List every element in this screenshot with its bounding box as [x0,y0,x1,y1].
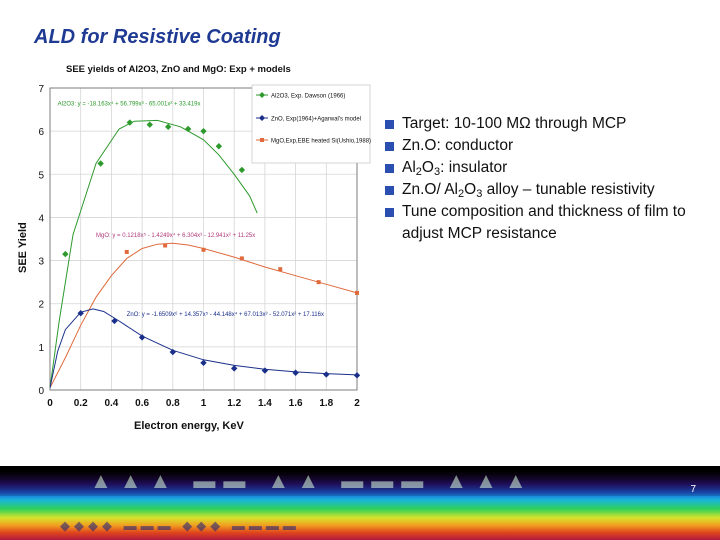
bullet-subscript: 3 [476,188,483,200]
bullet-square-icon [385,186,394,195]
legend-entry-label: Al2O3, Exp. Dawson (1966) [271,94,345,100]
bullet-text: Tune composition and thickness of film t… [402,203,686,242]
y-tick-label: 1 [38,343,44,354]
bullet-text: O [464,181,477,198]
data-point-marker [292,369,299,376]
series-1 [49,242,359,389]
equation-layer: Al2O3: y = -18.163x⁴ + 56.799x³ - 65.001… [58,100,324,318]
data-point-marker [163,243,168,248]
data-point-marker [201,247,206,252]
tick-layer: 0 1 2 3 4 5 6 7 0 0.2 0.4 0.6 0.8 1 1.2 1.4 1.6 1.8 2 [38,84,360,409]
y-tick-label: 2 [38,300,44,311]
bullet-subscript: 2 [415,166,422,178]
bullet-item: Target: 10-100 MΩ through MCP [385,113,715,135]
fit-equation-label: Al2O3: y = -18.163x⁴ + 56.799x³ - 65.001… [58,100,201,107]
data-point-marker [169,348,176,356]
data-point-marker [278,267,283,272]
slide-title: ALD for Resistive Coating [34,26,281,48]
see-yield-chart: SEE yields of Al2O3, ZnO and MgO: Exp + … [14,58,374,440]
bullet-item: Zn.O: conductor [385,135,715,157]
page-number: 7 [690,484,696,495]
series-layer [49,119,361,389]
bullet-item: Al2O3: insulator [385,157,715,179]
data-point-marker [200,127,207,135]
legend-swatch-marker [259,115,265,121]
x-tick-label: 0.6 [135,398,149,409]
bullet-item: Tune composition and thickness of film t… [385,201,715,245]
bullet-text: Zn.O/ Al [402,181,458,198]
data-point-marker [184,125,192,133]
data-point-marker [238,166,246,174]
y-tick-label: 7 [38,84,44,95]
x-tick-label: 1.4 [258,398,272,409]
bullet-square-icon [385,120,394,129]
y-tick-label: 4 [38,213,44,224]
y-tick-label: 6 [38,127,44,138]
bullet-subscript: 2 [458,188,465,200]
series-2 [49,308,361,388]
bullet-square-icon [385,164,394,173]
y-tick-label: 5 [38,170,44,181]
plot-area-frame [49,87,358,391]
legend-layer: Al2O3, Exp. Dawson (1966) ZnO, Exp(1964)+… [251,84,371,164]
x-tick-label: 2 [354,398,360,409]
fit-equation-label: ZnO: y = -1.6509x⁶ + 14.357x⁵ - 44.148x⁴… [127,311,324,318]
bullet-text: : insulator [440,159,508,176]
x-tick-label: 0 [47,398,53,409]
footer-dark-overlay [0,466,720,496]
data-point-marker [353,372,361,379]
series-fit-line [49,119,258,388]
legend-box [251,84,371,164]
bullet-square-icon [385,142,394,151]
data-point-marker [231,365,238,372]
legend-entry-label: ZnO, Exp(1964)+Agarwal's model [271,117,361,123]
chart-title: SEE yields of Al2O3, ZnO and MgO: Exp + … [66,64,291,75]
legend-swatch-marker [259,92,265,98]
data-point-marker [316,280,321,285]
x-tick-label: 1.8 [319,398,333,409]
x-tick-label: 0.2 [74,398,88,409]
x-axis-label: Electron energy, KeV [134,420,244,432]
bullet-item: Zn.O/ Al2O3 alloy – tunable resistivity [385,179,715,201]
bullet-text: alloy – tunable resistivity [482,181,655,198]
data-point-marker [138,334,146,341]
data-point-marker [62,250,69,258]
x-tick-label: 1.6 [289,398,303,409]
bullet-subscript: 3 [433,166,441,178]
x-tick-label: 0.4 [104,398,118,409]
bullet-text: Target: 10-100 MΩ through MCP [402,115,627,132]
data-point-marker [164,123,172,131]
data-point-marker [146,121,153,128]
bullet-text: Zn.O: conductor [402,137,514,154]
data-point-marker [215,143,223,150]
footer-logo-graphic: ▲▲▲ ▬▬ ▲▲ ▬▬▬ ▲▲▲ [90,468,535,493]
footer-logo-graphic-lower: ◆◆◆◆ ▬▬▬ ◆◆◆ ▬▬▬▬ [60,518,300,533]
legend-entry-label: MgO,Exp,EBE heated Si(Ushio,1988) [271,139,371,145]
footer-spectrum-band: ▲▲▲ ▬▬ ▲▲ ▬▬▬ ▲▲▲ ◆◆◆◆ ▬▬▬ ◆◆◆ ▬▬▬▬ [0,466,720,540]
bullet-text: Al [402,159,416,176]
bullet-square-icon [385,208,394,217]
data-point-marker [261,367,269,374]
data-point-marker [77,310,84,317]
data-point-marker [239,256,244,261]
data-point-marker [200,359,207,367]
x-tick-label: 0.8 [166,398,180,409]
y-tick-label: 3 [38,257,44,268]
y-axis-label: SEE Yield [17,222,29,273]
bullet-text: O [421,159,434,176]
legend-swatch-marker [260,138,264,142]
data-point-marker [355,290,359,295]
y-tick-label: 0 [38,386,44,397]
data-point-marker [111,317,118,325]
fit-equation-label: MgO: y = 0.1218x⁵ - 1.4249x⁴ + 6.304x³ -… [96,232,255,239]
data-point-marker [124,249,129,254]
bullet-list: Target: 10-100 MΩ through MCP Zn.O: condu… [385,113,715,245]
x-tick-label: 1.2 [227,398,241,409]
x-tick-label: 1 [201,398,207,409]
data-point-marker [323,371,330,378]
